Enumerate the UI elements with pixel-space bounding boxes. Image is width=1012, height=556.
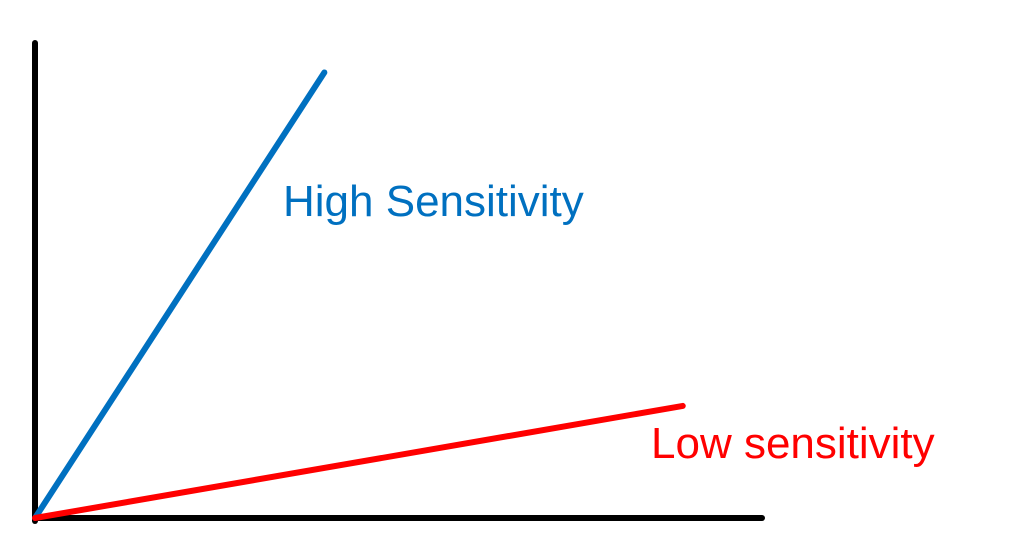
low-sensitivity-line — [32, 402, 686, 521]
high-sensitivity-label: High Sensitivity — [283, 177, 584, 226]
high-sensitivity-line — [32, 69, 328, 521]
low-sensitivity-label: Low sensitivity — [651, 419, 935, 468]
